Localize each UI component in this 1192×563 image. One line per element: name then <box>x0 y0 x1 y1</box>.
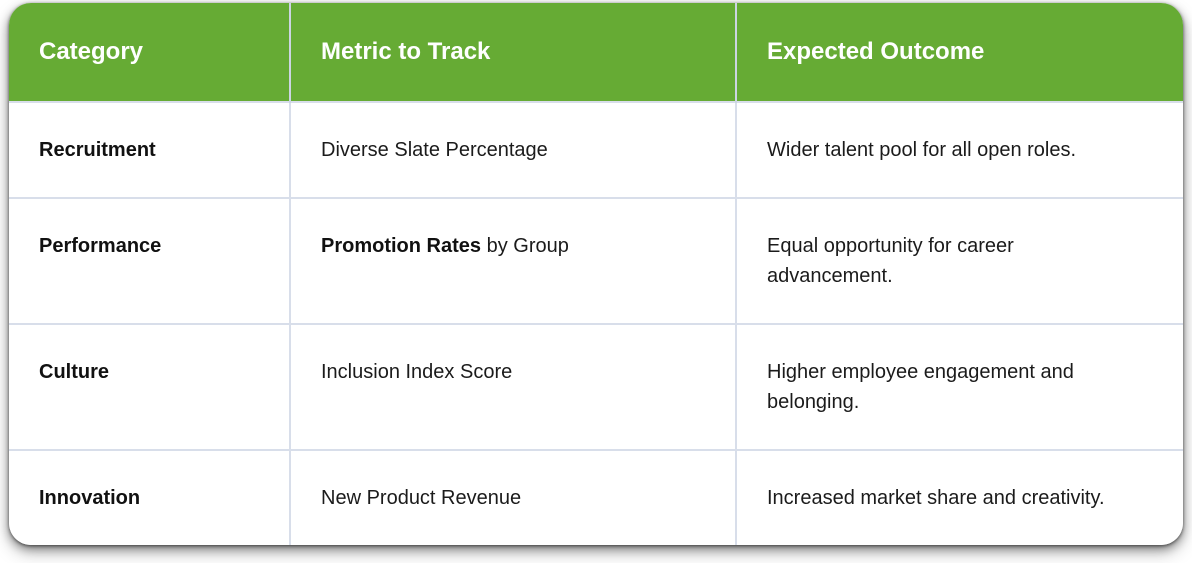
metric-text: by Group <box>481 235 569 257</box>
cell-outcome: Increased market share and creativity. <box>736 449 1183 545</box>
table-row-performance: Performance Promotion Rates by Group Equ… <box>9 197 1183 324</box>
cell-metric: Diverse Slate Percentage <box>290 101 737 198</box>
dei-metrics-table: Category Metric to Track Expected Outcom… <box>9 3 1183 545</box>
header-row: Category Metric to Track Expected Outcom… <box>9 3 1183 102</box>
cell-metric: Promotion Rates by Group <box>290 197 737 324</box>
cell-outcome: Equal opportunity for career advancement… <box>736 197 1183 324</box>
table-header: Category Metric to Track Expected Outcom… <box>9 3 1183 102</box>
metric-text: Diverse Slate Percentage <box>321 139 548 161</box>
cell-category: Recruitment <box>9 101 291 198</box>
metric-text: Inclusion Index Score <box>321 361 513 383</box>
table-body: Recruitment Diverse Slate Percentage Wid… <box>9 101 1183 545</box>
table-row-innovation: Innovation New Product Revenue Increased… <box>9 449 1183 545</box>
metric-bold-text: Promotion Rates <box>321 235 482 257</box>
cell-metric: Inclusion Index Score <box>290 323 737 450</box>
header-cell-outcome: Expected Outcome <box>736 3 1183 102</box>
cell-metric: New Product Revenue <box>290 449 737 545</box>
cell-outcome: Wider talent pool for all open roles. <box>736 101 1183 198</box>
cell-category: Culture <box>9 323 291 450</box>
cell-outcome: Higher employee engagement and belonging… <box>736 323 1183 450</box>
header-cell-metric: Metric to Track <box>290 3 737 102</box>
cell-category: Performance <box>9 197 291 324</box>
metric-text: New Product Revenue <box>321 487 522 509</box>
metrics-table-card: Category Metric to Track Expected Outcom… <box>9 3 1183 545</box>
header-cell-category: Category <box>9 3 291 102</box>
table-row-recruitment: Recruitment Diverse Slate Percentage Wid… <box>9 101 1183 198</box>
cell-category: Innovation <box>9 449 291 545</box>
table-row-culture: Culture Inclusion Index Score Higher emp… <box>9 323 1183 450</box>
